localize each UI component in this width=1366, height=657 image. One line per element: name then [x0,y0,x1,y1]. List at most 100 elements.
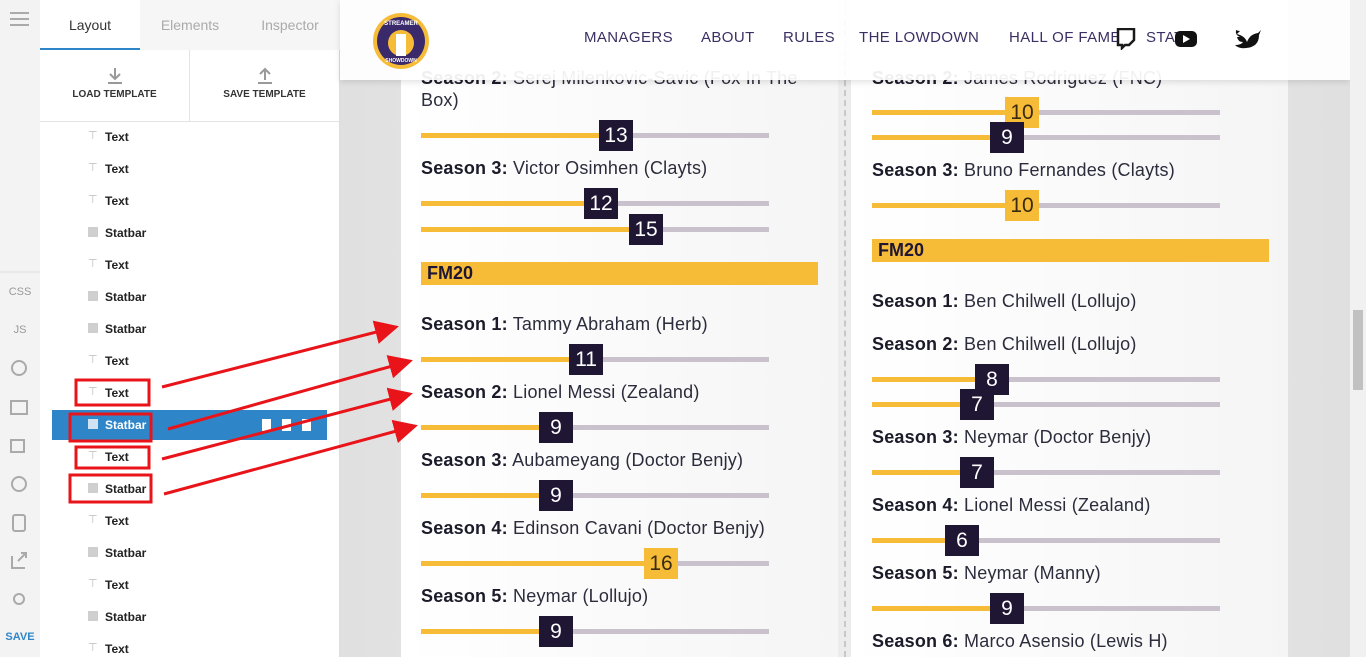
layer-icon: ⊤ [88,514,98,526]
layer-name[interactable]: Statbar [105,418,147,432]
tab[interactable]: Inspector [240,0,340,50]
logo: STREAMER SHOWDOWN [373,13,429,69]
icon-rail: CSS JS SAVE [0,0,41,657]
player-name: Marco Asensio (Lewis H) [964,631,1168,651]
layer-icon: ⊤ [88,354,98,366]
player-name: Victor Osimhen (Clayts) [513,158,708,178]
nav-link[interactable]: THE LOWDOWN [859,29,980,46]
divider [844,0,846,657]
nav-link[interactable]: HALL OF FAME [1009,29,1121,46]
stat-track [421,629,769,634]
layer-name[interactable]: Statbar [105,322,147,336]
rail-label[interactable]: CSS [8,286,32,298]
season-label: Season 2: [421,382,508,402]
layer-name[interactable]: Text [105,258,129,272]
stat-value: 11 [569,344,603,375]
player-name: Neymar (Doctor Benjy) [964,427,1152,447]
card [401,0,838,657]
upload-icon [257,67,272,84]
season-line: Season 3: Victor Osimhen (Clayts) [421,157,821,179]
season-line: Season 2: Lionel Messi (Zealand) [421,381,821,403]
season-line: Season 1: Ben Chilwell (Lollujo) [872,290,1272,312]
layer-icon: ⊤ [88,194,98,206]
season-label: Season 6: [872,631,959,651]
nav-link[interactable]: ABOUT [701,29,755,46]
annotations [68,320,418,504]
layer-name[interactable]: Statbar [105,290,147,304]
stat-fill [872,110,1039,115]
stat-value: 13 [599,120,633,151]
season-label: Season 3: [421,158,508,178]
stat-fill [421,561,678,566]
layer-name[interactable]: Text [105,194,129,208]
rail-icons [0,12,40,605]
player-name: Neymar (Lollujo) [513,586,649,606]
layer-name[interactable]: Text [105,354,129,368]
player-name: Edinson Cavani (Doctor Benjy) [513,518,765,538]
nav-link[interactable]: MANAGERS [584,29,674,46]
stat-fill [872,606,1024,611]
season-label: Season 5: [872,563,959,583]
stat-fill [421,357,603,362]
layer-icon [88,227,98,237]
layer-icon: ⊤ [88,578,98,590]
layer-name[interactable]: Statbar [105,226,147,240]
stat-fill [421,227,663,232]
layer-icon [88,291,98,301]
player-name: Lionel Messi (Zealand) [513,382,700,402]
layer-name[interactable]: Statbar [105,482,147,496]
stat-track [421,425,769,430]
layer-name[interactable]: Text [105,514,129,528]
tab[interactable]: Elements [140,0,240,50]
layer-icon: ⊤ [88,450,98,462]
stat-fill [421,201,618,206]
stat-fill [421,425,573,430]
logo-text: STREAMER [384,21,418,27]
load-template-button[interactable]: LOAD TEMPLATE [40,50,190,122]
player-name: Ben Chilwell (Lollujo) [964,291,1137,311]
stat-fill [421,629,573,634]
rail-label[interactable]: JS [13,324,27,336]
stat-value: 9 [990,122,1024,153]
nav-link[interactable]: RULES [783,29,836,46]
layer-name[interactable]: Text [105,162,129,176]
season-label: Season 2: [872,334,959,354]
layer-name[interactable]: Statbar [105,610,147,624]
stat-value: 9 [990,593,1024,624]
layer-name[interactable]: Text [105,450,129,464]
tab[interactable]: Layout [40,0,140,50]
scrollbar[interactable] [1350,0,1366,657]
stat-value: 12 [584,188,618,219]
layer-name[interactable]: Text [105,130,129,144]
layer-name[interactable]: Text [105,578,129,592]
player-name: Bruno Fernandes (Clayts) [964,160,1175,180]
stat-value: 15 [629,214,663,245]
stat-value: 9 [539,616,573,647]
button-label: SAVE TEMPLATE [223,89,306,100]
season-label: Season 4: [421,518,508,538]
card [851,0,1288,657]
stat-track [872,606,1220,611]
player-name: Aubameyang (Doctor Benjy) [512,450,744,470]
season-label: Season 1: [421,314,508,334]
stat-track [872,135,1220,140]
season-label: Season 3: [872,427,959,447]
stat-track [872,110,1220,115]
season-line: Season 3: Neymar (Doctor Benjy) [872,426,1272,448]
season-line: Season 5: Neymar (Manny) [872,562,1272,584]
stat-track [872,402,1220,407]
season-line: Season 4: Lionel Messi (Zealand) [872,494,1272,516]
layer-icon: ⊤ [88,162,98,174]
layer-name[interactable]: Text [105,386,129,400]
save-template-button[interactable]: SAVE TEMPLATE [190,50,339,122]
save-button[interactable]: SAVE [5,631,35,643]
site-header: STREAMER SHOWDOWN MANAGERS ABOUT RULES THE … [340,0,1350,80]
season-line: Season 6: Marco Asensio (Lewis H) [872,630,1272,652]
layer-name[interactable]: Text [105,642,129,656]
stat-fill [872,470,994,475]
layer-name[interactable]: Statbar [105,546,147,560]
scroll-thumb[interactable] [1353,310,1363,390]
stat-value: 6 [945,525,979,556]
